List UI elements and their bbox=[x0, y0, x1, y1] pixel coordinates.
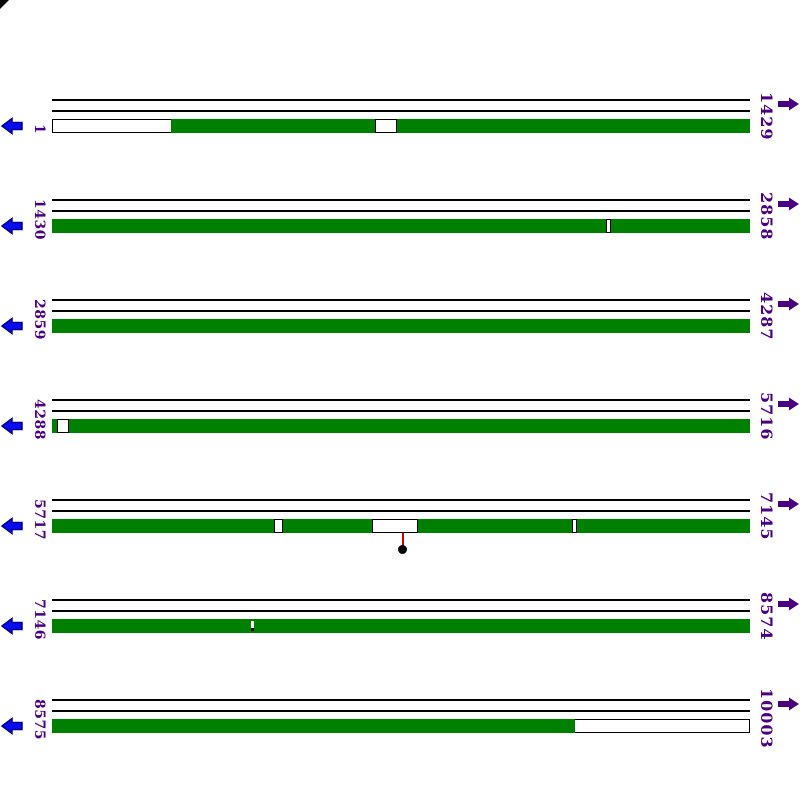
right-continuation-arrow-icon[interactable] bbox=[778, 197, 800, 211]
backbone-line-lower bbox=[52, 710, 750, 712]
feature-bar bbox=[52, 219, 750, 233]
backbone-line-upper bbox=[52, 299, 750, 301]
row-start-label: 8575 bbox=[31, 699, 47, 740]
gap-box bbox=[375, 119, 397, 133]
row-end-label: 7145 bbox=[757, 491, 776, 541]
row-end-label: 8574 bbox=[757, 591, 776, 641]
backbone-line-lower bbox=[52, 410, 750, 412]
row-start-label: 1 bbox=[31, 123, 47, 134]
row-end-label: 5716 bbox=[757, 391, 776, 441]
feature-bar bbox=[52, 419, 750, 433]
gap-box bbox=[372, 519, 418, 533]
notch-mark bbox=[251, 620, 254, 628]
backbone-line-upper bbox=[52, 699, 750, 701]
right-continuation-arrow-icon[interactable] bbox=[778, 697, 800, 711]
right-continuation-arrow-icon[interactable] bbox=[778, 497, 800, 511]
left-continuation-arrow-icon[interactable] bbox=[1, 117, 24, 135]
left-continuation-arrow-icon[interactable] bbox=[1, 517, 24, 535]
right-continuation-arrow-icon[interactable] bbox=[778, 297, 800, 311]
row-end-label: 4287 bbox=[757, 291, 776, 341]
row-end-label: 1429 bbox=[757, 91, 776, 141]
backbone-line-upper bbox=[52, 599, 750, 601]
feature-bar bbox=[52, 319, 750, 333]
backbone-line-lower bbox=[52, 510, 750, 512]
gap-box bbox=[606, 219, 611, 233]
corner-mark bbox=[0, 0, 9, 9]
row-start-label: 7146 bbox=[31, 599, 47, 640]
backbone-line-upper bbox=[52, 399, 750, 401]
row-end-label: 2858 bbox=[757, 191, 776, 241]
left-continuation-arrow-icon[interactable] bbox=[1, 417, 24, 435]
lollipop-stem bbox=[402, 533, 404, 546]
row-start-label: 2859 bbox=[31, 299, 47, 340]
feature-bar bbox=[171, 119, 750, 133]
backbone-line-lower bbox=[52, 310, 750, 312]
gap-box bbox=[274, 519, 283, 533]
right-continuation-arrow-icon[interactable] bbox=[778, 597, 800, 611]
left-continuation-arrow-icon[interactable] bbox=[1, 317, 24, 335]
backbone-line-upper bbox=[52, 199, 750, 201]
backbone-line-lower bbox=[52, 110, 750, 112]
row-start-label: 4288 bbox=[31, 399, 47, 440]
left-continuation-arrow-icon[interactable] bbox=[1, 217, 24, 235]
feature-bar bbox=[52, 619, 750, 633]
left-continuation-arrow-icon[interactable] bbox=[1, 717, 24, 735]
backbone-line-upper bbox=[52, 499, 750, 501]
row-start-label: 1430 bbox=[31, 199, 47, 240]
gap-box bbox=[57, 419, 69, 433]
backbone-line-lower bbox=[52, 610, 750, 612]
backbone-line-upper bbox=[52, 99, 750, 101]
row-end-label: 10003 bbox=[757, 688, 776, 749]
right-continuation-arrow-icon[interactable] bbox=[778, 97, 800, 111]
row-start-label: 5717 bbox=[31, 499, 47, 540]
right-continuation-arrow-icon[interactable] bbox=[778, 397, 800, 411]
gap-box bbox=[572, 519, 577, 533]
backbone-line-lower bbox=[52, 210, 750, 212]
notch-tip bbox=[251, 628, 254, 631]
feature-bar bbox=[52, 719, 575, 733]
left-continuation-arrow-icon[interactable] bbox=[1, 617, 24, 635]
lollipop-head bbox=[398, 545, 407, 554]
